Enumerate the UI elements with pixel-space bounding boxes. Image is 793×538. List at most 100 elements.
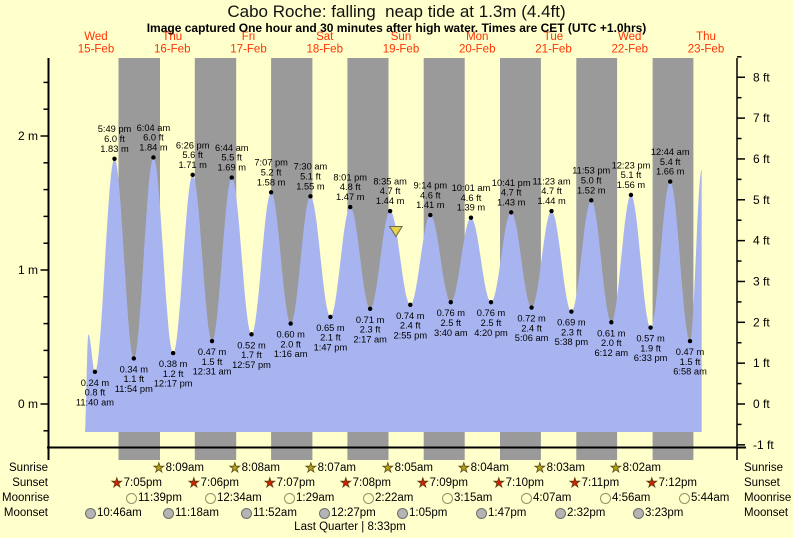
high-tide-label-time: 7:30 am: [294, 162, 328, 172]
high-tide-dot: [308, 194, 313, 199]
low-tide-label-time: 11:40 am: [76, 397, 114, 407]
high-tide-label-ft: 5.6 ft: [182, 150, 203, 160]
tide-area: [84, 157, 702, 432]
low-tide-label-m: 0.76 m: [437, 308, 466, 318]
low-tide-label-time: 11:54 pm: [115, 384, 153, 394]
day-label-weekday: Sat: [316, 31, 334, 43]
day-label-weekday: Sun: [391, 31, 411, 43]
low-tide-label-time: 12:31 am: [193, 367, 232, 377]
high-tide-dot: [468, 215, 474, 220]
low-tide-dot: [209, 338, 215, 344]
left-axis-tick-label: 2 m: [18, 129, 38, 143]
page-title: Cabo Roche: falling neap tide at 1.3m (4…: [227, 2, 566, 21]
high-tide-label-m: 1.52 m: [577, 185, 606, 195]
high-tide-dot: [229, 175, 234, 180]
high-tide-label-m: 1.71 m: [178, 160, 207, 170]
low-tide-label-ft: 2.1 ft: [320, 333, 341, 343]
low-tide-label-ft: 1.5 ft: [680, 357, 701, 367]
low-tide-label-ft: 2.0 ft: [280, 339, 301, 349]
low-tide-label-ft: 2.5 ft: [481, 318, 502, 328]
low-tide-label-ft: 2.5 ft: [440, 318, 461, 328]
high-tide-label-ft: 4.6 ft: [461, 193, 482, 203]
high-tide-label-m: 1.83 m: [100, 144, 129, 154]
current-time-marker-icon: [388, 226, 404, 238]
low-tide-label-time: 5:06 am: [515, 333, 549, 343]
right-axis-tick-label: -1 ft: [753, 438, 774, 452]
low-tide-label-time: 12:17 pm: [154, 379, 193, 389]
day-label-weekday: Mon: [466, 31, 488, 43]
low-tide-label-ft: 1.5 ft: [202, 357, 223, 367]
right-axis-tick-label: 8 ft: [753, 70, 770, 84]
low-tide-label-ft: 1.2 ft: [163, 369, 184, 379]
low-tide-label-time: 4:20 pm: [474, 328, 508, 338]
low-tide-label-m: 0.24 m: [81, 378, 110, 388]
high-tide-label-ft: 4.7 ft: [501, 188, 522, 198]
low-tide-label-time: 12:57 pm: [232, 360, 271, 370]
high-tide-label-m: 1.56 m: [617, 180, 646, 190]
high-tide-dot: [387, 208, 393, 214]
right-axis-tick-label: 0 ft: [753, 397, 770, 411]
moon-phase-text: Last Quarter | 8:33pm: [294, 521, 406, 533]
low-tide-dot: [529, 305, 534, 310]
high-tide-dot: [112, 156, 117, 161]
high-tide-label-ft: 4.7 ft: [380, 186, 401, 196]
high-tide-label-ft: 4.6 ft: [420, 190, 441, 200]
high-tide-label-time: 6:44 am: [215, 143, 249, 153]
high-tide-label-time: 5:49 pm: [98, 124, 132, 134]
day-label-date: 16-Feb: [154, 44, 190, 56]
high-tide-dot: [268, 190, 274, 195]
low-tide-label-m: 0.61 m: [597, 328, 626, 338]
low-tide-label-m: 0.65 m: [316, 323, 345, 333]
high-tide-label-ft: 5.0 ft: [581, 176, 602, 186]
day-label-date: 20-Feb: [459, 44, 495, 56]
high-tide-label-time: 8:01 pm: [333, 172, 367, 182]
low-tide-dot: [408, 302, 413, 308]
left-axis-tick-label: 1 m: [18, 263, 38, 277]
low-tide-dot: [448, 299, 453, 305]
low-tide-label-time: 5:38 pm: [555, 337, 589, 347]
high-tide-label-time: 10:01 am: [452, 183, 491, 193]
high-tide-label-m: 1.41 m: [416, 200, 445, 210]
high-tide-label-time: 7:07 pm: [254, 158, 288, 168]
low-tide-label-time: 6:33 pm: [634, 353, 668, 363]
low-tide-dot: [648, 325, 653, 330]
high-tide-label-time: 8:35 am: [373, 176, 407, 186]
high-tide-label-m: 1.69 m: [218, 163, 247, 173]
low-tide-label-ft: 2.3 ft: [561, 327, 582, 337]
high-tide-label-ft: 5.1 ft: [300, 172, 321, 182]
high-tide-label-m: 1.44 m: [537, 196, 566, 206]
right-axis-tick-label: 4 ft: [753, 234, 770, 248]
low-tide-label-time: 6:12 am: [595, 348, 629, 358]
high-tide-label-time: 12:44 am: [651, 147, 690, 157]
low-tide-label-ft: 2.0 ft: [601, 338, 622, 348]
high-tide-label-time: 6:26 pm: [176, 140, 210, 150]
low-tide-label-ft: 2.3 ft: [360, 325, 381, 335]
low-tide-label-m: 0.38 m: [159, 359, 188, 369]
low-tide-label-ft: 1.1 ft: [123, 374, 144, 384]
low-tide-label-ft: 1.7 ft: [241, 350, 262, 360]
low-tide-label-ft: 2.4 ft: [400, 321, 421, 331]
right-axis-tick-label: 1 ft: [753, 356, 770, 370]
day-label-date: 21-Feb: [535, 44, 571, 56]
right-axis-tick-label: 7 ft: [753, 111, 770, 125]
low-tide-label-ft: 0.8 ft: [85, 388, 106, 398]
high-tide-label-m: 1.44 m: [376, 196, 405, 206]
low-tide-label-m: 0.74 m: [396, 311, 425, 321]
low-tide-dot: [367, 306, 373, 312]
low-tide-dot: [288, 321, 293, 326]
high-tide-label-time: 6:04 am: [137, 123, 171, 133]
day-label-date: 22-Feb: [612, 44, 648, 56]
right-axis-tick-label: 3 ft: [753, 274, 770, 288]
high-tide-label-time: 10:41 pm: [492, 178, 531, 188]
low-tide-label-m: 0.69 m: [557, 318, 586, 328]
day-label-date: 15-Feb: [78, 44, 114, 56]
high-tide-dot: [667, 179, 673, 184]
low-tide-label-m: 0.47 m: [676, 347, 705, 357]
high-tide-label-ft: 5.2 ft: [261, 167, 282, 177]
right-axis-tick-label: 2 ft: [753, 315, 770, 329]
high-tide-dot: [348, 204, 353, 210]
high-tide-label-time: 9:14 pm: [414, 180, 448, 190]
low-tide-label-time: 2:17 am: [353, 334, 387, 344]
low-tide-label-time: 2:55 pm: [393, 330, 427, 340]
